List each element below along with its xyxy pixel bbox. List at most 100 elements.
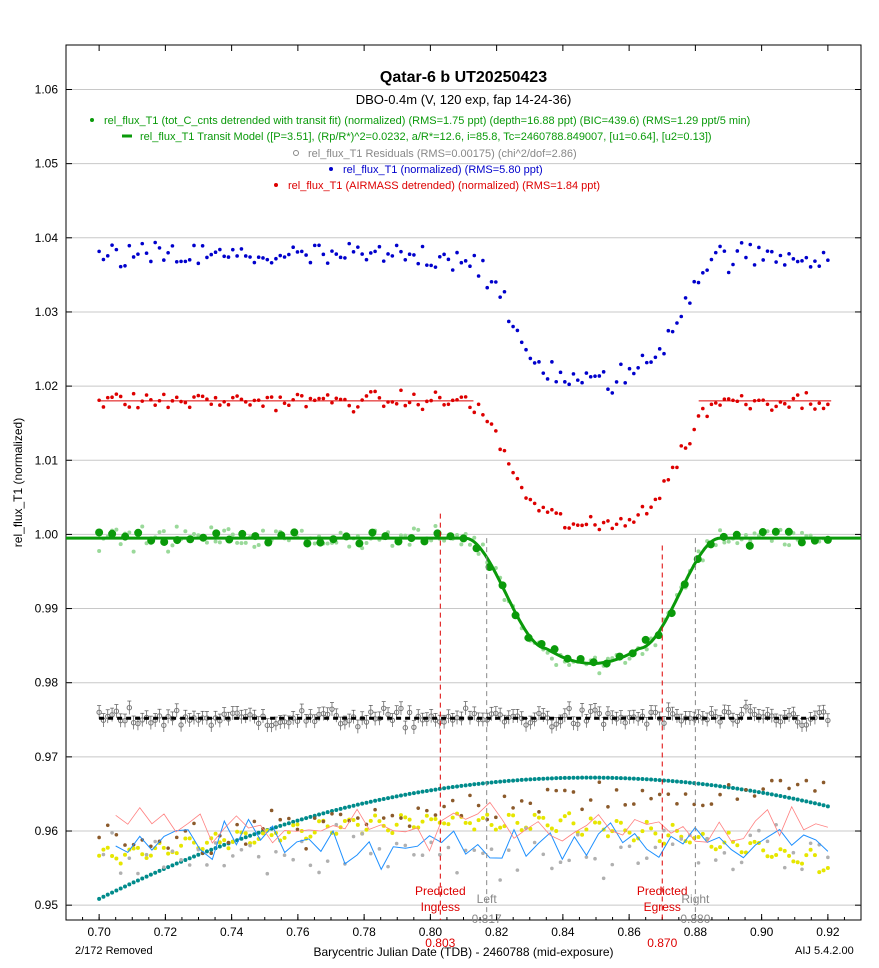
normalized-point (688, 301, 692, 305)
comparison-point (541, 776, 546, 781)
comparison-point (571, 790, 576, 794)
airmass-point (450, 398, 455, 403)
normalized-point (748, 242, 753, 247)
comparison-point (506, 778, 511, 783)
comparison-point (416, 825, 421, 830)
normalized-point (506, 319, 511, 324)
comparison-point (450, 785, 455, 790)
comparison-point (183, 857, 188, 862)
normalized-point (407, 252, 412, 257)
airmass-point (519, 485, 524, 490)
airmass-point (127, 405, 132, 409)
comparison-point (480, 816, 485, 821)
comparison-point (101, 894, 106, 899)
normalized-point (765, 249, 770, 253)
comparison-point (619, 845, 623, 850)
airmass-point (606, 519, 610, 523)
comparison-point (545, 776, 550, 781)
comparison-point (386, 796, 391, 801)
normalized-point (610, 391, 615, 395)
normalized-point (744, 255, 748, 260)
normalized-point (713, 250, 718, 255)
comparison-point (476, 818, 481, 823)
normalized-point (343, 256, 347, 260)
marker-value: 0.870 (647, 936, 677, 950)
comparison-point (770, 778, 774, 783)
comparison-point (696, 834, 701, 839)
comparison-point (571, 821, 576, 826)
detrended-point (800, 530, 805, 535)
airmass-point (511, 470, 515, 475)
detrended-point (735, 541, 740, 546)
comparison-point (230, 839, 235, 844)
normalized-point (614, 380, 619, 384)
normalized-point (295, 250, 300, 254)
comparison-point (735, 843, 740, 848)
x-tick-label: 0.80 (419, 925, 443, 939)
comparison-point (217, 844, 222, 849)
comparison-point (761, 787, 765, 791)
comparison-point (114, 833, 119, 837)
residual-point (747, 708, 753, 714)
detrended-point (196, 533, 201, 538)
residual-point (579, 707, 585, 713)
comparison-point (765, 839, 770, 844)
comparison-point (528, 801, 533, 806)
comparison-point (101, 847, 106, 852)
airmass-point (713, 401, 718, 405)
comparison-point (162, 865, 166, 869)
comparison-point (459, 783, 464, 788)
normalized-point (580, 380, 584, 385)
comparison-point (718, 784, 723, 789)
comparison-point (812, 853, 817, 858)
comparison-point (511, 806, 515, 810)
marker-value: 0.880 (680, 912, 710, 926)
comparison-point (308, 814, 313, 819)
airmass-point (640, 504, 645, 509)
comparison-point (239, 836, 244, 841)
airmass-point (580, 523, 584, 528)
normalized-point (670, 329, 675, 334)
detrended-point (222, 528, 227, 533)
comparison-point (700, 782, 705, 787)
comparison-point (101, 852, 106, 857)
comparison-point (817, 802, 822, 807)
comparison-point (360, 832, 364, 836)
comparison-point (705, 782, 710, 787)
comparison-point (334, 831, 339, 836)
comparison-point (287, 816, 291, 821)
comparison-point (429, 817, 434, 822)
comparison-point (356, 816, 360, 820)
airmass-point (304, 404, 308, 409)
airmass-point (248, 403, 252, 407)
comparison-point (826, 855, 830, 860)
normalized-point (468, 264, 472, 268)
comparison-point (580, 807, 584, 812)
comparison-point (670, 842, 675, 847)
airmass-point (179, 399, 183, 404)
comparison-point (825, 865, 830, 870)
airmass-point (420, 407, 425, 412)
comparison-point (118, 886, 123, 891)
residual-point (156, 713, 163, 719)
airmass-point (209, 402, 214, 407)
airmass-point (593, 523, 597, 527)
detrended-point (787, 543, 792, 548)
airmass-point (489, 422, 494, 426)
comparison-point (800, 861, 805, 866)
comparison-point (550, 866, 554, 871)
comparison-point (183, 836, 188, 841)
comparison-point (420, 853, 425, 858)
comparison-point (575, 832, 580, 837)
comparison-point (433, 813, 438, 817)
normalized-point (752, 263, 757, 267)
comparison-point (718, 845, 723, 850)
comparison-point (618, 776, 623, 781)
comparison-point (532, 840, 537, 845)
airmass-point (584, 522, 589, 527)
comparison-point (662, 828, 666, 833)
comparison-point (338, 806, 343, 811)
normalized-point (127, 243, 132, 248)
comparison-point (489, 847, 494, 852)
airmass-point (110, 395, 114, 400)
